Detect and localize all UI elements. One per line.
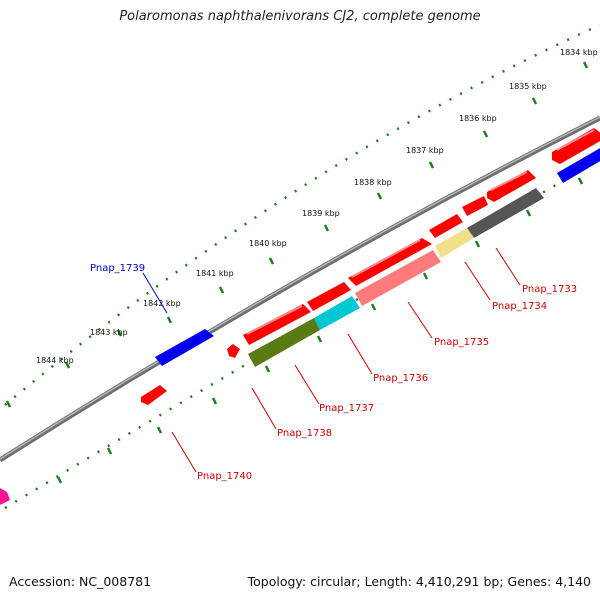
inner-tick-ring bbox=[4, 158, 600, 510]
kbp-label-1837: 1837 kbp bbox=[406, 146, 444, 155]
cds-magenta[interactable] bbox=[0, 488, 10, 505]
gene-label-pnap-1733[interactable]: Pnap_1733 bbox=[522, 284, 577, 295]
accession-text: Accession: NC_008781 bbox=[9, 574, 152, 589]
gene-label-pnap-1737[interactable]: Pnap_1737 bbox=[319, 403, 374, 414]
gene-label-pnap-1736[interactable]: Pnap_1736 bbox=[373, 373, 428, 384]
cds-arrow[interactable] bbox=[487, 170, 536, 202]
kbp-label-1834: 1834 kbp bbox=[560, 48, 598, 57]
cds-khaki[interactable] bbox=[435, 228, 474, 258]
forward-cds-features bbox=[141, 128, 600, 405]
genome-backbone bbox=[0, 115, 600, 463]
cds-arrow-blue[interactable] bbox=[557, 147, 600, 183]
reverse-cds-features bbox=[0, 188, 544, 505]
outer-tick-ring bbox=[4, 23, 600, 406]
cds-arrow[interactable] bbox=[307, 282, 351, 311]
gene-label-pnap-1734[interactable]: Pnap_1734 bbox=[492, 301, 547, 312]
cds-olive[interactable] bbox=[248, 318, 320, 367]
cds-arrow-blue[interactable] bbox=[155, 329, 214, 366]
cds-arrow[interactable] bbox=[227, 344, 240, 358]
cds-cyan[interactable] bbox=[314, 296, 360, 330]
kbp-label-1841: 1841 kbp bbox=[196, 269, 234, 278]
label-leaders bbox=[142, 247, 521, 473]
gene-label-pnap-1738[interactable]: Pnap_1738 bbox=[277, 428, 332, 439]
cds-arrow[interactable] bbox=[243, 304, 311, 345]
kbp-label-1843: 1843 kbp bbox=[90, 328, 128, 337]
inner-major-ticks bbox=[56, 177, 584, 484]
cds-arrow[interactable] bbox=[462, 196, 488, 216]
cds-arrow[interactable] bbox=[141, 385, 167, 405]
kbp-label-1840: 1840 kbp bbox=[249, 239, 287, 248]
cds-pink[interactable] bbox=[355, 250, 441, 306]
kbp-label-1835: 1835 kbp bbox=[509, 82, 547, 91]
gene-label-pnap-1739[interactable]: Pnap_1739 bbox=[90, 263, 145, 274]
outer-major-ticks bbox=[5, 61, 589, 408]
kbp-label-1839: 1839 kbp bbox=[302, 209, 340, 218]
kbp-label-1836: 1836 kbp bbox=[459, 114, 497, 123]
map-title: Polaromonas naphthalenivorans CJ2, compl… bbox=[119, 9, 481, 24]
genome-backbone-highlight bbox=[0, 116, 600, 460]
kbp-label-1838: 1838 kbp bbox=[354, 178, 392, 187]
gene-label-pnap-1735[interactable]: Pnap_1735 bbox=[434, 337, 489, 348]
cds-arrow[interactable] bbox=[348, 238, 432, 286]
genome-summary-text: Topology: circular; Length: 4,410,291 bp… bbox=[247, 574, 591, 589]
kbp-label-1844: 1844 kbp bbox=[36, 356, 74, 365]
cds-gray[interactable] bbox=[467, 188, 544, 238]
cds-arrow[interactable] bbox=[429, 214, 463, 238]
cds-arrow[interactable] bbox=[552, 128, 600, 164]
gene-label-pnap-1740[interactable]: Pnap_1740 bbox=[197, 471, 252, 482]
